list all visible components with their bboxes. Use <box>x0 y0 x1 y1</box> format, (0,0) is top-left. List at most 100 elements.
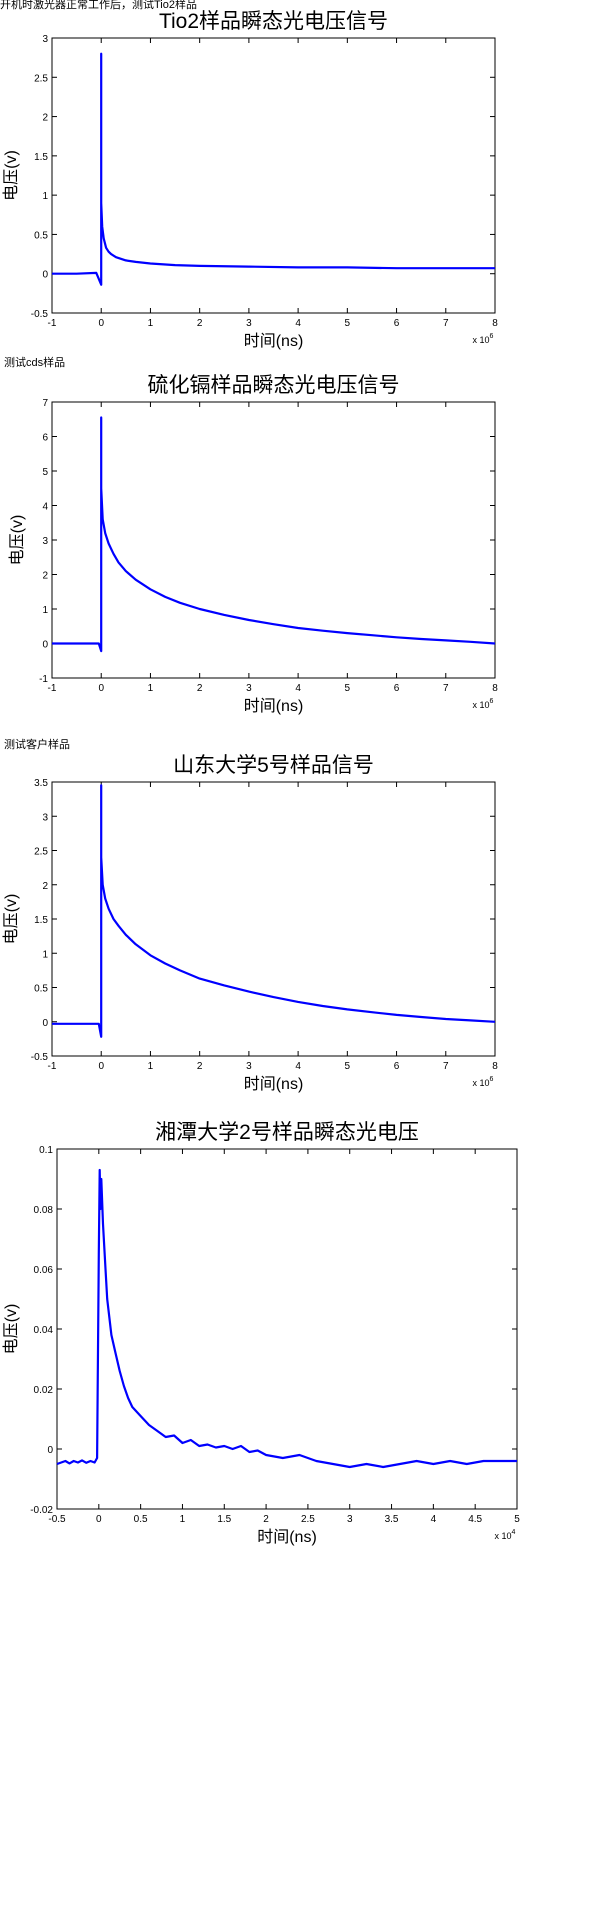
y-tick-label: 0.5 <box>34 230 48 241</box>
y-tick-label: -1 <box>39 674 48 685</box>
x-tick-label: 5 <box>345 683 351 694</box>
y-axis-label: 电压(v) <box>8 515 26 566</box>
x-tick-label: 1 <box>148 1061 154 1072</box>
x-tick-label: 3 <box>246 1061 252 1072</box>
y-tick-label: 4 <box>42 502 48 513</box>
y-tick-label: 3 <box>42 812 48 823</box>
x-tick-label: 0 <box>98 318 104 329</box>
x-tick-label: -1 <box>48 683 57 694</box>
y-tick-label: 1 <box>42 605 48 616</box>
x-tick-label: 4 <box>295 318 301 329</box>
chart-title: Tio2样品瞬态光电压信号 <box>159 10 388 33</box>
x-tick-label: 2.5 <box>301 1514 315 1525</box>
x-tick-label: 6 <box>394 683 400 694</box>
x-tick-label: 7 <box>443 318 449 329</box>
series-line <box>56 1168 517 1469</box>
y-tick-label: 2 <box>42 113 48 124</box>
caption-tio2: 开机时激光器正常工作后，测试Tio2样品 <box>0 0 197 11</box>
y-tick-label: 2 <box>42 571 48 582</box>
caption-customer: 测试客户样品 <box>4 739 70 751</box>
x-tick-label: 8 <box>492 318 498 329</box>
chart-title: 山东大学5号样品信号 <box>173 754 374 777</box>
y-tick-label: 0.04 <box>34 1325 54 1336</box>
y-tick-label: -0.5 <box>31 1052 49 1063</box>
axes-box <box>51 401 496 679</box>
x-tick-label: 7 <box>443 1061 449 1072</box>
x-tick-label: 1.5 <box>217 1514 231 1525</box>
x-tick-label: 6 <box>394 318 400 329</box>
series-line <box>52 52 495 286</box>
x-tick-label: 0.5 <box>134 1514 148 1525</box>
y-tick-label: 2.5 <box>34 847 48 858</box>
x-tick-label: -0.5 <box>48 1514 66 1525</box>
x-tick-label: 5 <box>345 1061 351 1072</box>
y-tick-label: 1 <box>42 949 48 960</box>
y-tick-label: 0.02 <box>34 1385 54 1396</box>
x-axis-multiplier: x 106 <box>473 698 494 710</box>
x-axis-multiplier: x 104 <box>495 1529 516 1541</box>
x-tick-label: 2 <box>263 1514 269 1525</box>
x-tick-label: 2 <box>197 683 203 694</box>
y-tick-label: 0 <box>42 640 48 651</box>
chart-xtu2-signal: -0.5 0 0.5 1 1.5 2 2.5 3 3.5 4 4.5 5 -0.02 0 0.02 0.04 0… <box>2 1121 520 1546</box>
x-tick-label: 3 <box>246 683 252 694</box>
x-axis-multiplier: x 106 <box>473 333 494 345</box>
y-tick-label: 0 <box>42 270 48 281</box>
x-tick-label: 4 <box>295 1061 301 1072</box>
x-tick-label: 5 <box>514 1514 520 1525</box>
y-tick-label: 3 <box>42 536 48 547</box>
y-axis-label: 电压(v) <box>2 150 20 201</box>
y-tick-label: -0.02 <box>30 1505 53 1516</box>
x-tick-label: 3.5 <box>385 1514 399 1525</box>
x-tick-label: 0 <box>98 683 104 694</box>
x-tick-label: 7 <box>443 683 449 694</box>
x-axis-label: 时间(ns) <box>257 1528 317 1546</box>
x-tick-label: 1 <box>180 1514 186 1525</box>
y-tick-label: 0 <box>42 1018 48 1029</box>
y-tick-label: 0.1 <box>39 1145 53 1156</box>
x-tick-label: 1 <box>148 318 154 329</box>
x-tick-label: 6 <box>394 1061 400 1072</box>
x-tick-label: 5 <box>345 318 351 329</box>
y-tick-label: 2.5 <box>34 73 48 84</box>
x-tick-label: 4 <box>295 683 301 694</box>
caption-cds: 测试cds样品 <box>4 357 66 369</box>
x-tick-label: 0 <box>96 1514 102 1525</box>
x-tick-label: 8 <box>492 683 498 694</box>
x-tick-label: 0 <box>98 1061 104 1072</box>
series-line <box>52 416 496 653</box>
chart-title: 硫化镉样品瞬态光电压信号 <box>148 374 400 397</box>
y-tick-label: 0.5 <box>34 984 48 995</box>
y-tick-label: 3.5 <box>34 778 48 789</box>
y-tick-label: 5 <box>42 467 48 478</box>
x-axis-label: 时间(ns) <box>244 332 304 350</box>
y-tick-label: 0.06 <box>34 1265 54 1276</box>
y-tick-label: 7 <box>42 398 48 409</box>
axes-box <box>51 37 496 314</box>
chart-tio2-signal: -1 0 1 2 3 4 5 6 7 8 -0.5 0 0.5 1 1.5 2 2.5 3 Tio2样品瞬态光电压信… <box>2 10 498 350</box>
chart-title: 湘潭大学2号样品瞬态光电压 <box>155 1121 419 1144</box>
y-axis-label: 电压(v) <box>2 894 20 945</box>
x-tick-label: 2 <box>197 318 203 329</box>
y-tick-label: 6 <box>42 433 48 444</box>
y-tick-label: 3 <box>42 34 48 45</box>
x-axis-label: 时间(ns) <box>244 1075 304 1093</box>
series-line <box>52 784 496 1038</box>
x-tick-label: 2 <box>197 1061 203 1072</box>
x-tick-label: -1 <box>48 318 57 329</box>
y-tick-label: 2 <box>42 881 48 892</box>
x-tick-label: 1 <box>148 683 154 694</box>
y-tick-label: 1.5 <box>34 152 48 163</box>
y-tick-label: 0 <box>47 1445 53 1456</box>
x-tick-label: 4.5 <box>468 1514 482 1525</box>
y-tick-label: 1 <box>42 191 48 202</box>
y-tick-label: -0.5 <box>31 309 49 320</box>
axes-box <box>56 1148 518 1510</box>
x-tick-label: -1 <box>48 1061 57 1072</box>
x-tick-label: 3 <box>246 318 252 329</box>
x-tick-label: 4 <box>431 1514 437 1525</box>
axes-box <box>51 781 496 1057</box>
y-tick-label: 0.08 <box>34 1205 54 1216</box>
x-tick-label: 8 <box>492 1061 498 1072</box>
